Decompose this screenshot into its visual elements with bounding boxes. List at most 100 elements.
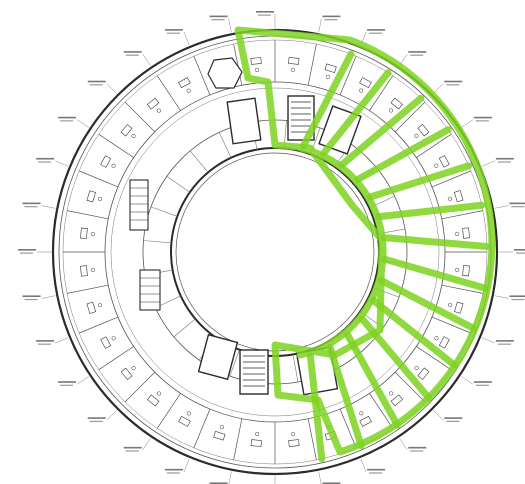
partition-wall	[339, 56, 357, 96]
partition-wall	[150, 206, 178, 217]
chair	[448, 302, 453, 308]
highlight-band	[358, 315, 433, 402]
tag-leader	[481, 160, 495, 167]
tag-leader	[41, 295, 56, 299]
desk	[288, 57, 300, 65]
partition-wall	[441, 210, 483, 220]
chair	[186, 411, 191, 416]
desk	[462, 227, 470, 239]
partition-wall	[307, 418, 317, 460]
desk	[359, 77, 372, 89]
highlight-band	[338, 94, 425, 169]
desk	[86, 301, 96, 314]
office-desks	[80, 57, 470, 447]
highlight-outline	[234, 26, 496, 456]
room-tags	[18, 11, 525, 484]
room-tag	[164, 29, 183, 31]
partition-wall	[394, 101, 426, 133]
chair	[290, 432, 296, 437]
chair	[156, 108, 161, 113]
tag-leader	[399, 438, 408, 451]
room-tag	[60, 120, 74, 122]
chair	[388, 108, 394, 113]
desk	[120, 124, 133, 137]
south-core	[197, 333, 339, 396]
room-tag	[164, 468, 183, 471]
room-tag	[497, 343, 511, 345]
desk	[213, 431, 226, 441]
chair	[414, 365, 419, 371]
desk	[100, 155, 112, 168]
desk	[120, 367, 133, 381]
desk	[454, 190, 464, 203]
highlight-band	[306, 352, 326, 463]
partition-wall	[369, 393, 394, 429]
room-tag	[18, 249, 36, 251]
room-tag	[89, 84, 103, 86]
room-tag	[125, 450, 139, 452]
desk	[417, 123, 430, 137]
room-tag	[24, 206, 38, 208]
partition-wall	[441, 284, 483, 294]
tag-leader	[494, 295, 509, 299]
chair	[111, 336, 116, 341]
chair	[111, 163, 116, 168]
room-tag	[444, 417, 463, 419]
chair	[219, 425, 225, 430]
room-tag	[509, 202, 525, 205]
chair	[90, 267, 95, 273]
chair	[448, 196, 453, 201]
chair	[359, 88, 364, 93]
room-tag	[511, 298, 525, 301]
room-tag	[495, 157, 514, 160]
tag-leader	[55, 337, 69, 344]
room-tag	[322, 482, 341, 484]
room-tag	[367, 29, 386, 31]
highlight-band	[320, 69, 392, 157]
highlight-office-bands	[299, 50, 491, 463]
room-tag	[408, 446, 427, 449]
room-tag	[125, 54, 139, 56]
room-tag	[60, 384, 74, 386]
partition-wall	[67, 210, 109, 220]
desk	[390, 97, 403, 110]
highlight-band	[380, 234, 491, 250]
room-tag	[36, 157, 55, 160]
room-tag	[211, 19, 225, 21]
partition-wall	[124, 101, 156, 133]
room-tag	[36, 340, 55, 342]
desk	[86, 190, 96, 203]
tag-leader	[461, 119, 474, 128]
partition-wall	[173, 318, 196, 338]
chair	[455, 231, 460, 237]
chair	[414, 133, 419, 138]
room-tag	[495, 340, 514, 342]
chair	[156, 391, 162, 396]
tag-leader	[183, 458, 190, 472]
highlight-band	[377, 276, 477, 332]
tag-leader	[55, 160, 69, 167]
tag-leader	[228, 471, 232, 484]
south-stair	[243, 355, 265, 387]
room-tag	[475, 120, 489, 122]
tag-leader	[228, 18, 232, 33]
chair	[325, 74, 331, 79]
room-tag	[408, 51, 427, 53]
room-tag	[58, 381, 77, 383]
desk	[178, 77, 191, 89]
room-tag	[410, 450, 424, 452]
partition-wall	[233, 44, 243, 86]
tag-leader	[481, 337, 495, 344]
partition-wall	[143, 240, 172, 244]
highlight-band	[366, 162, 473, 201]
chair	[254, 67, 260, 72]
room-tag	[410, 54, 424, 56]
room-tag	[24, 298, 38, 301]
tag-leader	[142, 53, 151, 66]
partition-wall	[193, 56, 211, 96]
room-tag	[209, 15, 228, 18]
desk	[359, 415, 372, 427]
chair	[131, 133, 136, 139]
tag-leader	[318, 471, 322, 484]
chair	[131, 366, 136, 371]
